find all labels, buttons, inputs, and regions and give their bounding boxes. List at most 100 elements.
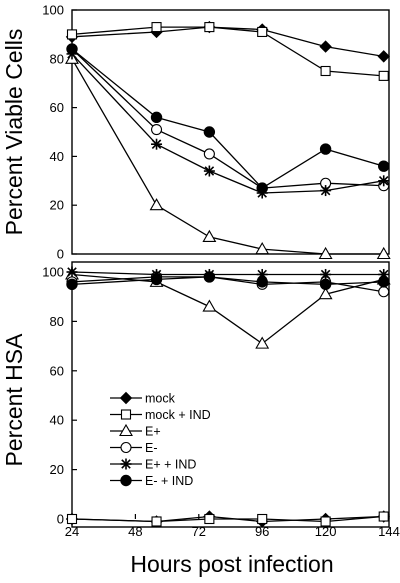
top-point-eplus xyxy=(255,242,270,255)
bottom-series-eminus-plus-ind xyxy=(66,271,390,291)
legend-marker xyxy=(120,474,132,487)
bottom-point-eminus xyxy=(378,286,390,298)
top-series-eminus xyxy=(66,43,390,194)
bottom-y-tick-label: 40 xyxy=(50,413,64,428)
top-point-mock-plus-ind xyxy=(204,22,215,33)
top-y-tick-label: 80 xyxy=(50,51,64,66)
bottom-point-eminus-plus-ind xyxy=(203,271,216,283)
top-point-eplus xyxy=(202,229,217,242)
bottom-point-mock-plus-ind xyxy=(378,511,389,522)
legend: mock mock + IND E+ E- E+ + IND E- + IND xyxy=(110,392,211,488)
legend-label: E+ + IND xyxy=(145,458,196,472)
top-line-mock xyxy=(71,26,384,58)
legend-label: mock xyxy=(145,392,176,406)
bottom-point-mock-plus-ind xyxy=(320,516,331,527)
viability-y-axis: 0 20 40 60 80 100 xyxy=(42,3,77,262)
top-point-eminus-plus-ind xyxy=(203,126,216,138)
bottom-y-tick-label: 0 xyxy=(57,512,64,527)
top-point-eminus-plus-ind xyxy=(256,182,268,194)
top-point-eminus-plus-ind xyxy=(319,143,332,155)
bottom-x-tick-label: 48 xyxy=(128,524,142,539)
top-point-eminus-plus-ind xyxy=(150,111,163,124)
bottom-line-eminus-plus-ind xyxy=(71,276,384,286)
hsa-x-axis-title: Hours post infection xyxy=(130,551,333,577)
top-y-tick-label: 40 xyxy=(50,149,64,164)
top-point-mock xyxy=(377,50,390,63)
top-point-eplus-plus-ind xyxy=(203,165,215,177)
bottom-point-eplus xyxy=(202,299,217,312)
bottom-y-tick-label: 60 xyxy=(50,363,64,378)
top-point-eminus-plus-ind xyxy=(378,160,390,172)
top-series-mock-plus-ind xyxy=(66,22,389,81)
legend-item-eplus-plus-ind: E+ + IND xyxy=(110,458,196,472)
legend-marker xyxy=(120,409,132,420)
bottom-x-tick-label: 72 xyxy=(192,524,206,539)
legend-item-eminus-plus-ind: E- + IND xyxy=(110,474,193,488)
top-point-eplus-plus-ind xyxy=(151,138,163,150)
bottom-point-mock-plus-ind xyxy=(257,513,268,525)
bottom-point-mock-plus-ind xyxy=(204,513,215,525)
top-line-eminus-plus-ind xyxy=(71,48,384,189)
viability-chart: 0 20 40 60 80 100 Percent Viable Cells xyxy=(1,3,391,262)
top-line-eminus xyxy=(71,48,384,189)
bottom-line-mock-plus-ind xyxy=(71,515,384,523)
viability-series xyxy=(65,20,391,260)
legend-label: E+ xyxy=(145,425,161,439)
top-series-eplus xyxy=(65,51,391,260)
bottom-point-eplus-plus-ind xyxy=(66,266,78,278)
legend-label: E- xyxy=(145,441,158,455)
bottom-point-eplus-plus-ind xyxy=(320,268,332,280)
top-point-eminus-plus-ind xyxy=(66,43,78,55)
legend-marker xyxy=(119,391,133,405)
top-point-mock-plus-ind xyxy=(66,29,78,40)
legend-item-mock: mock xyxy=(110,392,176,406)
top-point-mock xyxy=(319,40,332,53)
legend-marker xyxy=(119,423,133,437)
top-y-tick-label: 0 xyxy=(57,247,64,262)
hsa-chart: 0 20 40 60 80 100 24 48 72 96 120 144 mock mock + I… xyxy=(1,261,400,577)
legend-label: mock + IND xyxy=(145,408,211,422)
top-y-tick-label: 100 xyxy=(42,3,64,18)
top-line-eplus-plus-ind xyxy=(71,53,384,194)
bottom-point-mock-plus-ind xyxy=(66,513,78,525)
bottom-series-eplus xyxy=(65,267,391,349)
top-point-eplus xyxy=(149,198,164,211)
legend-marker xyxy=(120,441,132,454)
legend-label: E- + IND xyxy=(145,474,193,488)
bottom-y-tick-label: 100 xyxy=(42,265,64,280)
top-point-eplus-plus-ind xyxy=(320,185,332,197)
bottom-point-eplus xyxy=(255,336,270,349)
hsa-y-axis: 0 20 40 60 80 100 xyxy=(42,265,77,527)
legend-item-eplus: E+ xyxy=(110,423,161,439)
bottom-point-eminus-plus-ind xyxy=(319,278,332,291)
bottom-line-eplus-plus-ind xyxy=(71,271,384,276)
top-series-eplus-plus-ind xyxy=(66,48,390,199)
bottom-x-tick-label: 96 xyxy=(255,524,269,539)
top-y-tick-label: 60 xyxy=(50,100,64,115)
bottom-point-mock-plus-ind xyxy=(151,516,162,527)
bottom-point-eminus-plus-ind xyxy=(256,276,268,288)
legend-marker xyxy=(120,458,132,470)
top-series-mock xyxy=(65,20,390,63)
viability-plot-frame xyxy=(71,9,390,255)
viability-y-axis-title: Percent Viable Cells xyxy=(1,29,27,236)
bottom-x-tick-label: 24 xyxy=(65,524,79,539)
top-point-eplus xyxy=(318,246,333,260)
legend-item-mock-plus-ind: mock + IND xyxy=(110,408,211,422)
bottom-point-eminus-plus-ind xyxy=(378,276,390,288)
bottom-y-tick-label: 20 xyxy=(50,462,64,477)
top-point-eplus-plus-ind xyxy=(378,175,390,187)
bottom-point-eminus-plus-ind xyxy=(150,273,163,286)
top-series-eminus-plus-ind xyxy=(66,43,390,194)
hsa-y-axis-title: Percent HSA xyxy=(1,333,27,467)
hsa-series xyxy=(65,266,391,528)
bottom-point-eplus xyxy=(318,287,333,300)
bottom-x-tick-label: 120 xyxy=(315,524,337,539)
hsa-plot-frame xyxy=(71,261,390,528)
bottom-line-eplus xyxy=(71,273,384,345)
top-point-mock-plus-ind xyxy=(320,65,331,77)
legend-item-eminus: E- xyxy=(110,441,158,455)
bottom-point-eminus-plus-ind xyxy=(66,278,78,291)
bottom-y-tick-label: 80 xyxy=(50,314,64,329)
